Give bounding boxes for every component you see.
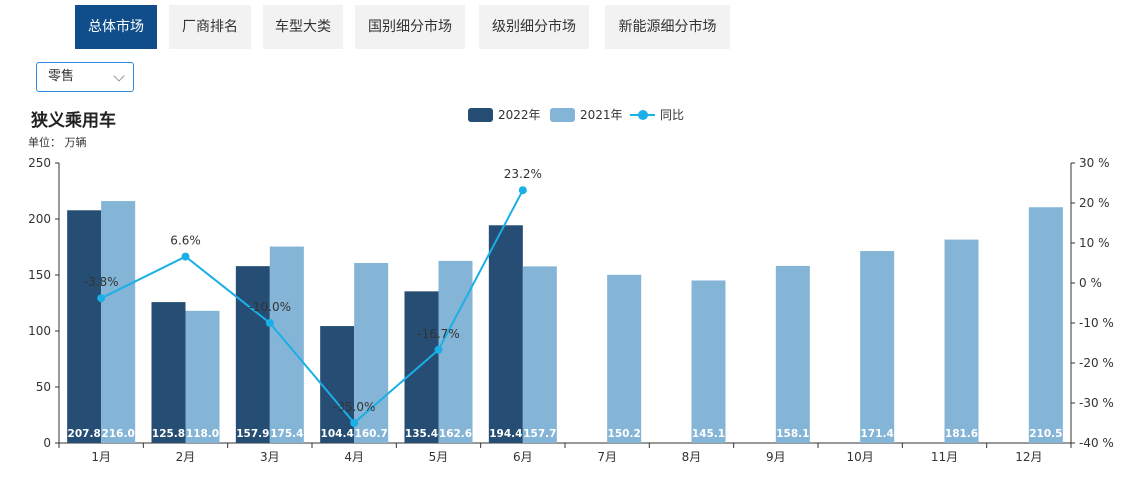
y-right-tick-label: -10 % <box>1079 316 1114 330</box>
yoy-point <box>265 319 274 327</box>
yoy-data-label: -35.0% <box>333 400 375 414</box>
yoy-point <box>181 252 190 261</box>
y-left-tick-label: 250 <box>28 156 51 170</box>
yoy-data-label: -3.8% <box>84 275 119 289</box>
y-left-tick-label: 150 <box>28 268 51 282</box>
bar-label-2021: 171.4 <box>861 428 894 440</box>
legend-label-2021: 2021年 <box>580 108 623 122</box>
x-tick-label: 8月 <box>682 450 702 464</box>
bar-2021 <box>185 310 220 443</box>
bar-2021 <box>269 246 304 443</box>
x-tick-label: 1月 <box>91 450 111 464</box>
bar-2022 <box>320 326 355 443</box>
y-right-tick-label: -30 % <box>1079 396 1114 410</box>
bar-2021 <box>354 263 389 443</box>
tab-manufacturer-ranking[interactable]: 厂商排名 <box>169 5 251 49</box>
y-right-tick-label: 0 % <box>1079 276 1102 290</box>
bar-2022 <box>67 210 102 443</box>
yoy-point <box>97 294 106 303</box>
x-tick-label: 5月 <box>429 450 449 464</box>
bar-label-2021: 150.2 <box>608 428 641 440</box>
legend-swatch-2021 <box>550 108 575 122</box>
x-tick-label: 10月 <box>847 450 874 464</box>
yoy-point <box>518 186 527 195</box>
bar-2022 <box>151 302 186 443</box>
yoy-line <box>100 189 524 425</box>
bar-2021 <box>522 266 557 443</box>
bar-label-2022: 194.4 <box>489 428 522 440</box>
bar-2021 <box>1028 207 1063 443</box>
sales-type-value: 零售 <box>48 69 75 84</box>
unit-label: 单位： 万辆 <box>28 136 87 149</box>
y-left-tick-label: 0 <box>43 436 51 450</box>
x-tick-label: 6月 <box>513 450 533 464</box>
y-left-tick-label: 50 <box>36 380 51 394</box>
yoy-data-label: 6.6% <box>170 234 201 248</box>
yoy-point <box>350 419 359 427</box>
bar-label-2021: 175.4 <box>270 428 303 440</box>
bar-2022 <box>488 225 523 443</box>
yoy-point <box>434 345 443 354</box>
y-left-tick-label: 100 <box>28 324 51 338</box>
y-right-tick-label: -20 % <box>1079 356 1114 370</box>
bar-label-2022: 157.9 <box>236 428 269 440</box>
tab-new-energy-segment[interactable]: 新能源细分市场 <box>605 5 730 49</box>
bar-label-2022: 207.8 <box>68 428 101 440</box>
bar-label-2021: 181.6 <box>945 428 978 440</box>
bar-2021 <box>438 260 473 443</box>
bar-2021 <box>607 274 642 443</box>
bar-label-2021: 157.7 <box>523 428 556 440</box>
chart-title: 狭义乘用车 <box>31 111 116 131</box>
bar-2021 <box>101 201 136 443</box>
bar-2022 <box>404 291 439 443</box>
y-right-tick-label: 30 % <box>1079 156 1110 170</box>
bar-label-2022: 125.8 <box>152 428 185 440</box>
legend-swatch-2022 <box>468 108 493 122</box>
bar-label-2022: 104.4 <box>321 428 354 440</box>
bar-label-2021: 145.1 <box>692 428 725 440</box>
tab-country-segment[interactable]: 国别细分市场 <box>355 5 465 49</box>
tab-vehicle-category[interactable]: 车型大类 <box>263 5 343 49</box>
x-tick-label: 2月 <box>176 450 196 464</box>
yoy-data-label: -10.0% <box>249 300 291 314</box>
x-tick-label: 4月 <box>344 450 364 464</box>
legend-dot-yoy <box>638 110 648 120</box>
bar-2022 <box>235 266 270 443</box>
bar-label-2021: 158.1 <box>776 428 809 440</box>
tab-class-segment[interactable]: 级别细分市场 <box>479 5 589 49</box>
legend-label-2022: 2022年 <box>498 108 541 122</box>
y-right-tick-label: 20 % <box>1079 196 1110 210</box>
bar-2021 <box>691 280 726 443</box>
y-left-tick-label: 200 <box>28 212 51 226</box>
bar-2021 <box>775 265 810 443</box>
bar-label-2021: 210.5 <box>1029 428 1062 440</box>
yoy-data-label: 23.2% <box>504 167 542 181</box>
bar-2021 <box>944 239 979 443</box>
tab-overall-market[interactable]: 总体市场 <box>75 5 157 49</box>
bar-label-2021: 160.7 <box>355 428 388 440</box>
x-tick-label: 3月 <box>260 450 280 464</box>
bar-2021 <box>860 251 895 443</box>
bar-label-2021: 118.0 <box>186 428 219 440</box>
chart-legend: 2022年 2021年 同比 <box>468 107 698 123</box>
bar-label-2021: 216.0 <box>102 428 135 440</box>
bar-label-2022: 135.4 <box>405 428 438 440</box>
y-right-tick-label: 10 % <box>1079 236 1110 250</box>
x-tick-label: 9月 <box>766 450 786 464</box>
x-tick-label: 7月 <box>597 450 617 464</box>
x-tick-label: 11月 <box>931 450 958 464</box>
y-right-tick-label: -40 % <box>1079 436 1114 450</box>
bar-label-2021: 162.6 <box>439 428 472 440</box>
x-tick-label: 12月 <box>1015 450 1042 464</box>
sales-type-select[interactable]: 零售 <box>36 62 134 92</box>
yoy-data-label: -16.7% <box>417 327 459 341</box>
legend-label-yoy: 同比 <box>660 108 685 122</box>
